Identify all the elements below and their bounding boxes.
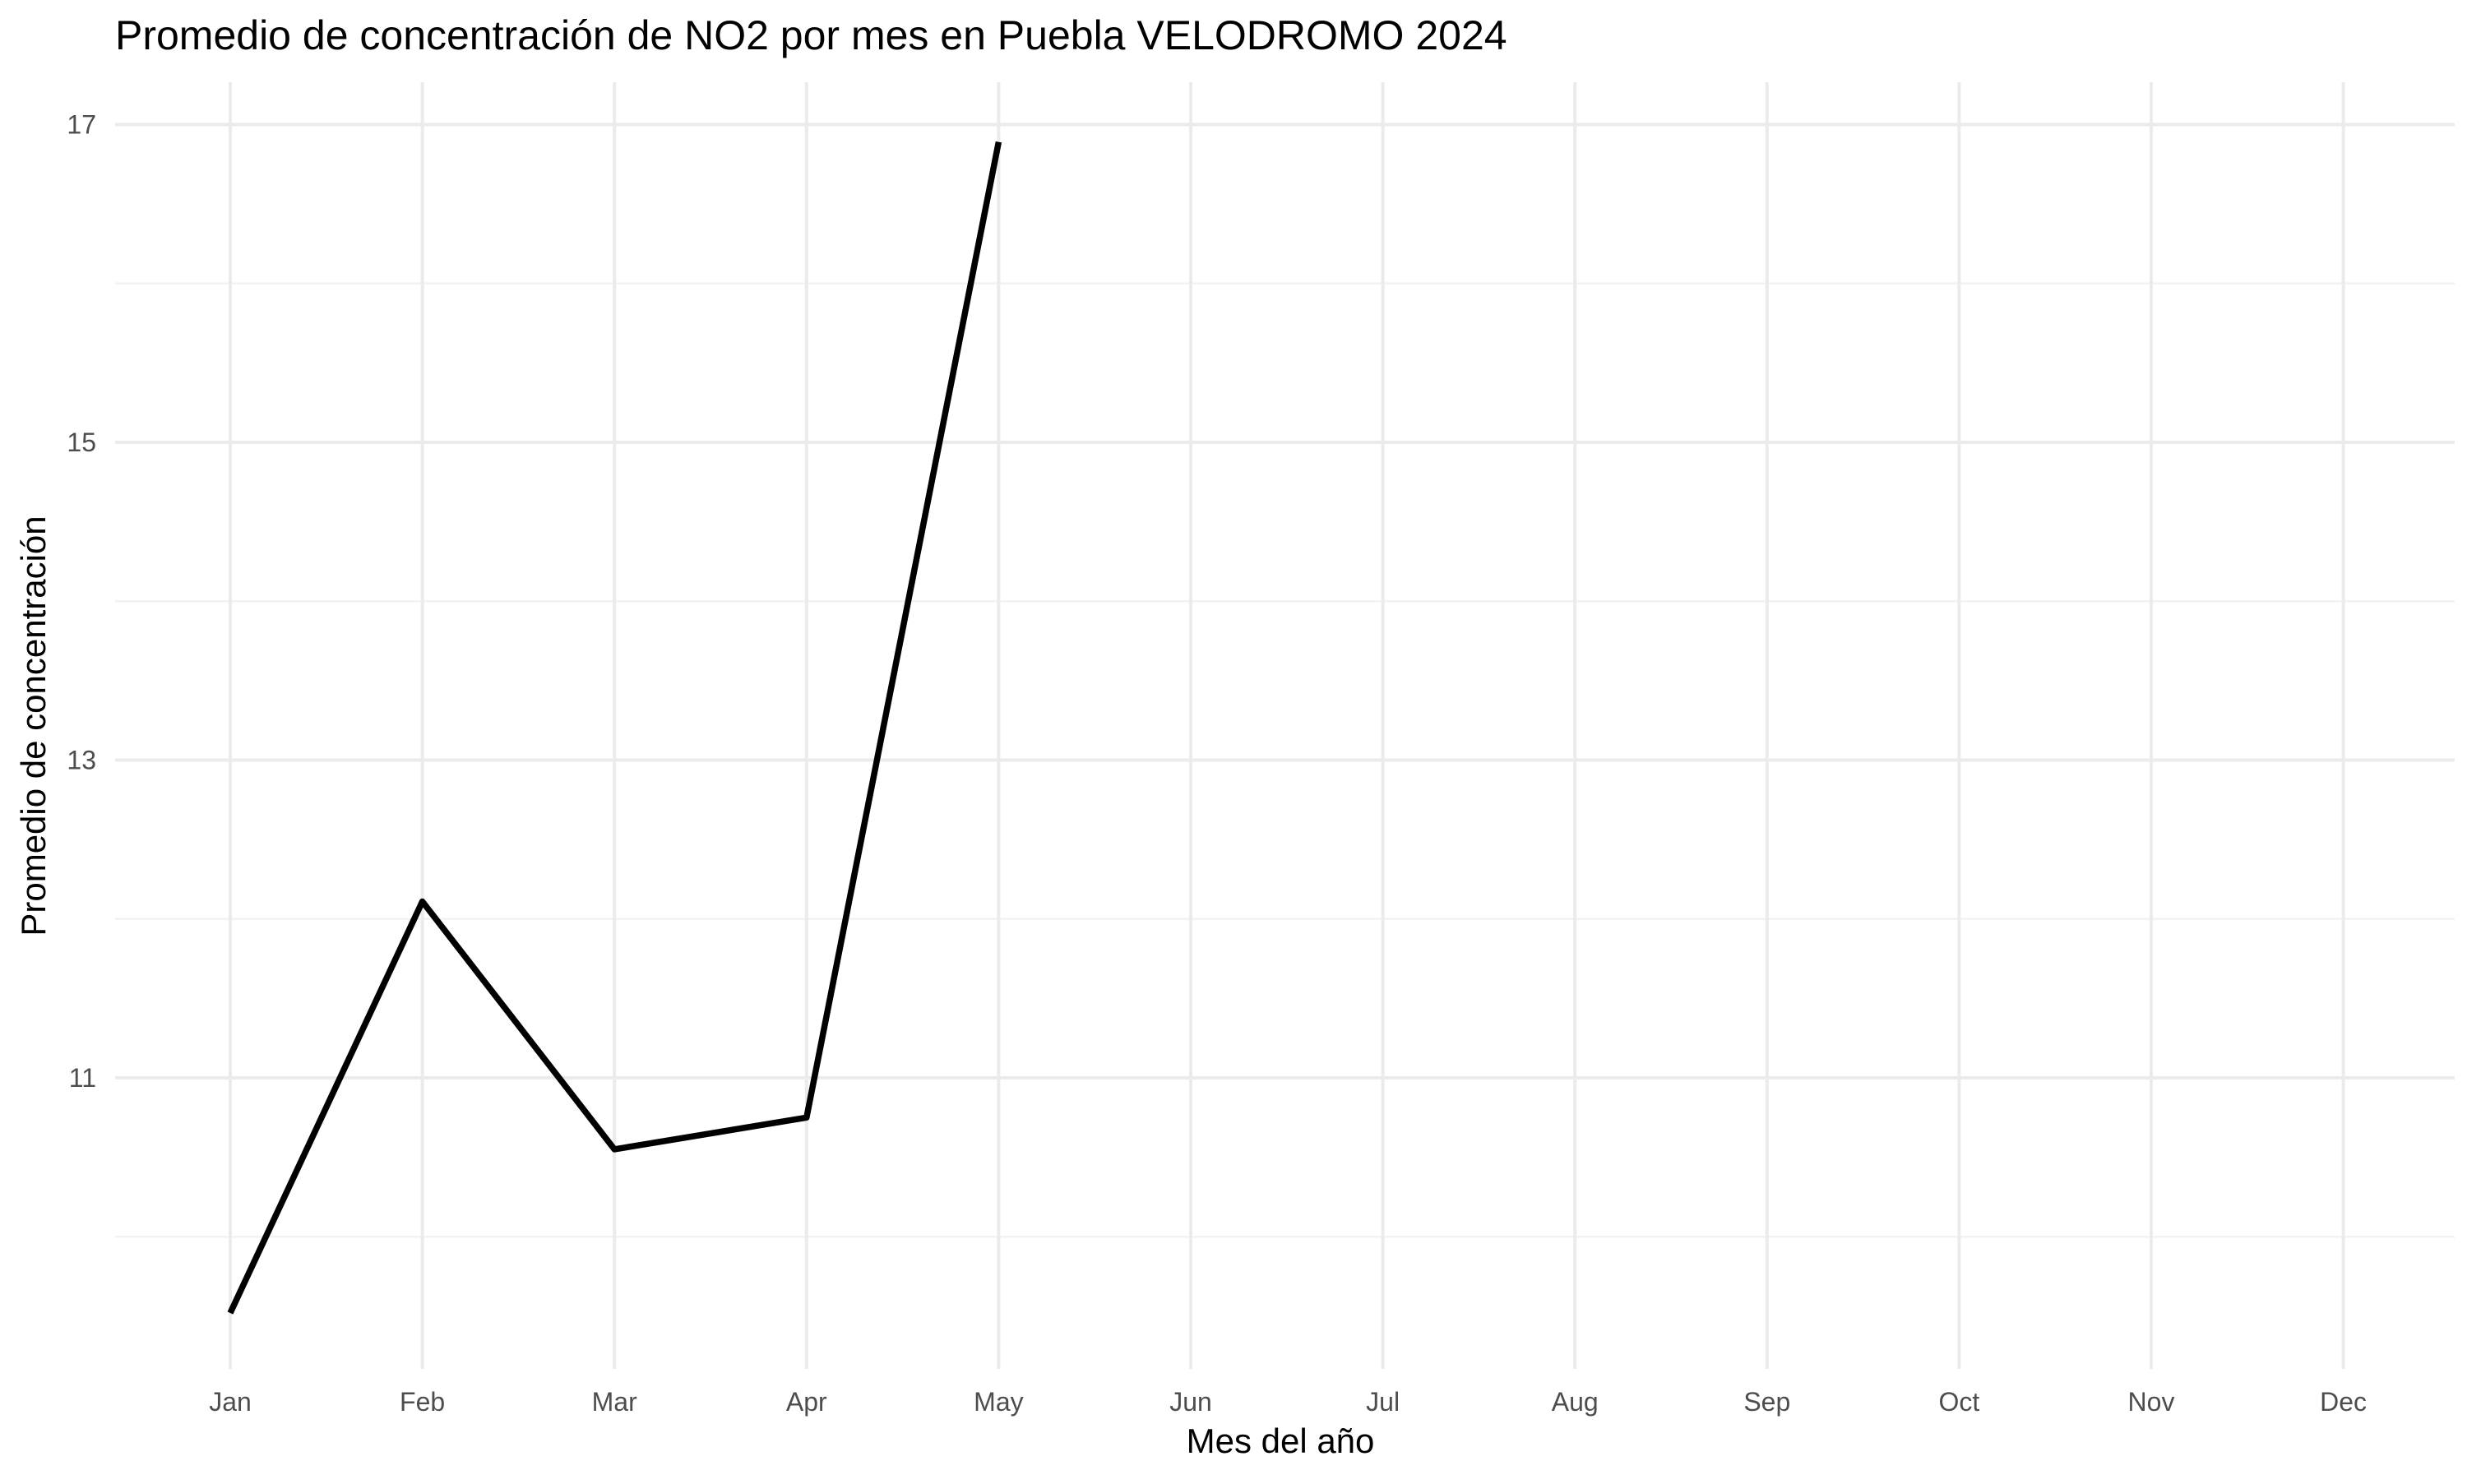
x-tick-label: Jan [209, 1387, 252, 1417]
minor-gridlines [115, 282, 2455, 1238]
x-tick-label: Nov [2128, 1387, 2175, 1417]
x-tick-label: Feb [400, 1387, 445, 1417]
x-tick-label: Jul [1366, 1387, 1400, 1417]
y-tick-label: 11 [69, 1063, 96, 1093]
y-axis-title: Promedio de concentración [14, 515, 53, 936]
y-tick-label: 13 [67, 745, 96, 774]
x-tick-label: Mar [592, 1387, 637, 1417]
x-tick-label: Sep [1743, 1387, 1790, 1417]
x-tick-label: May [974, 1387, 1023, 1417]
major-gridlines [115, 82, 2455, 1369]
x-tick-label: Oct [1939, 1387, 1980, 1417]
y-axis-tick-labels: 11 13 15 17 [67, 109, 96, 1093]
chart-title: Promedio de concentración de NO2 por mes… [115, 12, 1507, 58]
x-tick-label: Apr [786, 1387, 827, 1417]
x-tick-label: Jun [1169, 1387, 1212, 1417]
x-axis-tick-labels: Jan Feb Mar Apr May Jun Jul Aug Sep Oct Nov Dec [209, 1387, 2367, 1417]
x-tick-label: Dec [2320, 1387, 2367, 1417]
series-layer [227, 141, 1002, 1315]
y-tick-label: 17 [67, 109, 96, 139]
y-tick-label: 15 [67, 428, 96, 457]
series-line-0 [227, 141, 1002, 1315]
x-axis-title: Mes del año [1187, 1422, 1375, 1460]
x-tick-label: Aug [1552, 1387, 1599, 1417]
